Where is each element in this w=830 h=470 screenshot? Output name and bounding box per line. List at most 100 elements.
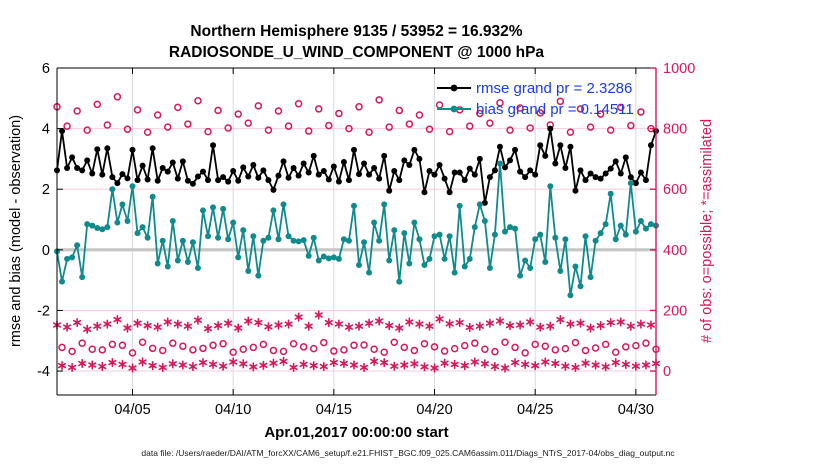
- bias-point: [587, 274, 594, 281]
- possible-count-marker: [551, 346, 560, 354]
- rmse-point: [356, 171, 363, 178]
- legend-rmse-marker-icon: [450, 84, 458, 92]
- rmse-point: [280, 158, 287, 165]
- rmse-point: [250, 161, 257, 168]
- assimilated-count-marker: [410, 359, 419, 369]
- bias-point: [210, 204, 217, 211]
- possible-count-marker: [304, 127, 313, 135]
- assimilated-count-marker: [168, 359, 177, 369]
- assimilated-count-marker: [349, 360, 359, 370]
- rmse-point: [406, 161, 413, 168]
- rmse-point: [189, 180, 196, 187]
- rmse-point: [84, 157, 91, 164]
- possible-count-marker: [68, 347, 76, 356]
- y-right-tick-label: 200: [663, 303, 687, 319]
- assimilated-count-marker: [239, 359, 248, 369]
- rmse-point: [391, 168, 398, 175]
- rmse-point: [552, 160, 559, 167]
- bias-point: [320, 253, 327, 260]
- x-tick-label: 04/05: [114, 402, 150, 418]
- rmse-point: [517, 168, 524, 175]
- bias-point: [189, 239, 196, 246]
- bias-point: [612, 236, 619, 243]
- possible-count-marker: [78, 339, 86, 347]
- bias-point: [159, 237, 166, 244]
- chart-title: Northern Hemisphere 9135 / 53952 = 16.93…: [190, 23, 522, 40]
- possible-count-marker: [320, 338, 328, 347]
- possible-count-marker: [259, 340, 268, 349]
- legend-bias-label: bias grand pr = 0.14511: [476, 101, 634, 118]
- possible-count-marker: [113, 93, 122, 101]
- rmse-point: [612, 158, 619, 165]
- bias-point: [174, 257, 181, 264]
- rmse-point: [220, 174, 227, 181]
- bias-point: [109, 186, 116, 193]
- y-left-tick-label: 2: [42, 182, 50, 198]
- assimilated-count-marker: [219, 361, 228, 371]
- rmse-point: [320, 168, 327, 175]
- assimilated-count-marker: [546, 321, 555, 331]
- possible-count-marker: [169, 339, 177, 347]
- bias-point: [179, 237, 186, 244]
- rmse-point: [265, 177, 272, 184]
- rmse-point: [300, 160, 307, 167]
- bias-point: [285, 233, 292, 240]
- rmse-point: [607, 165, 614, 172]
- bias-point: [371, 219, 378, 226]
- assimilated-count-marker: [551, 358, 560, 369]
- possible-count-marker: [294, 100, 303, 108]
- possible-count-marker: [430, 343, 439, 351]
- rmse-point: [567, 143, 574, 150]
- bias-point: [260, 237, 267, 244]
- rmse-point: [547, 125, 554, 132]
- bias-point: [154, 260, 161, 267]
- rmse-point: [466, 165, 473, 172]
- assimilated-count-marker: [274, 320, 283, 330]
- assimilated-count-marker: [375, 316, 384, 326]
- rmse-point: [335, 178, 342, 185]
- assimilated-count-marker: [153, 322, 162, 332]
- possible-count-marker: [249, 343, 258, 352]
- assimilated-count-marker: [229, 357, 238, 367]
- possible-count-marker: [88, 345, 96, 353]
- bias-point: [597, 230, 604, 237]
- rmse-point: [496, 143, 503, 150]
- possible-count-marker: [103, 121, 112, 129]
- assimilated-count-marker: [405, 317, 414, 327]
- rmse-point: [376, 175, 383, 182]
- bias-point: [315, 257, 322, 264]
- rmse-point: [512, 146, 519, 153]
- rmse-point: [325, 176, 332, 183]
- possible-count-marker: [284, 122, 293, 130]
- datafile-caption: data file: /Users/raeder/DAI/ATM_forcXX/…: [141, 448, 675, 458]
- assimilated-count-marker: [536, 322, 545, 332]
- assimilated-count-marker: [485, 318, 494, 328]
- bias-point: [164, 263, 171, 270]
- rmse-point: [104, 145, 111, 152]
- assimilated-count-marker: [234, 323, 243, 333]
- bias-point: [74, 242, 81, 249]
- bias-point: [225, 236, 232, 243]
- possible-count-marker: [622, 343, 630, 351]
- possible-count-marker: [611, 348, 620, 357]
- legend: rmse grand pr = 2.3286 bias grand pr = 0…: [437, 80, 634, 118]
- assimilated-count-marker: [631, 361, 640, 371]
- assimilated-count-marker: [279, 356, 288, 366]
- rmse-point: [471, 171, 478, 178]
- rmse-point: [255, 174, 262, 181]
- possible-count-marker: [591, 344, 600, 352]
- bias-point: [240, 227, 247, 234]
- possible-count-marker: [133, 106, 142, 114]
- possible-count-marker: [410, 346, 419, 355]
- rmse-point: [240, 164, 247, 171]
- possible-count-marker: [581, 346, 590, 355]
- rmse-point: [522, 174, 529, 181]
- bias-point: [577, 283, 584, 290]
- assimilated-count-marker: [611, 357, 620, 368]
- assimilated-count-marker: [526, 317, 535, 327]
- bias-point: [290, 237, 297, 244]
- assimilated-count-marker: [435, 314, 444, 324]
- bias-point: [537, 231, 544, 238]
- rmse-point: [436, 161, 443, 168]
- assimilated-count-marker: [510, 357, 520, 368]
